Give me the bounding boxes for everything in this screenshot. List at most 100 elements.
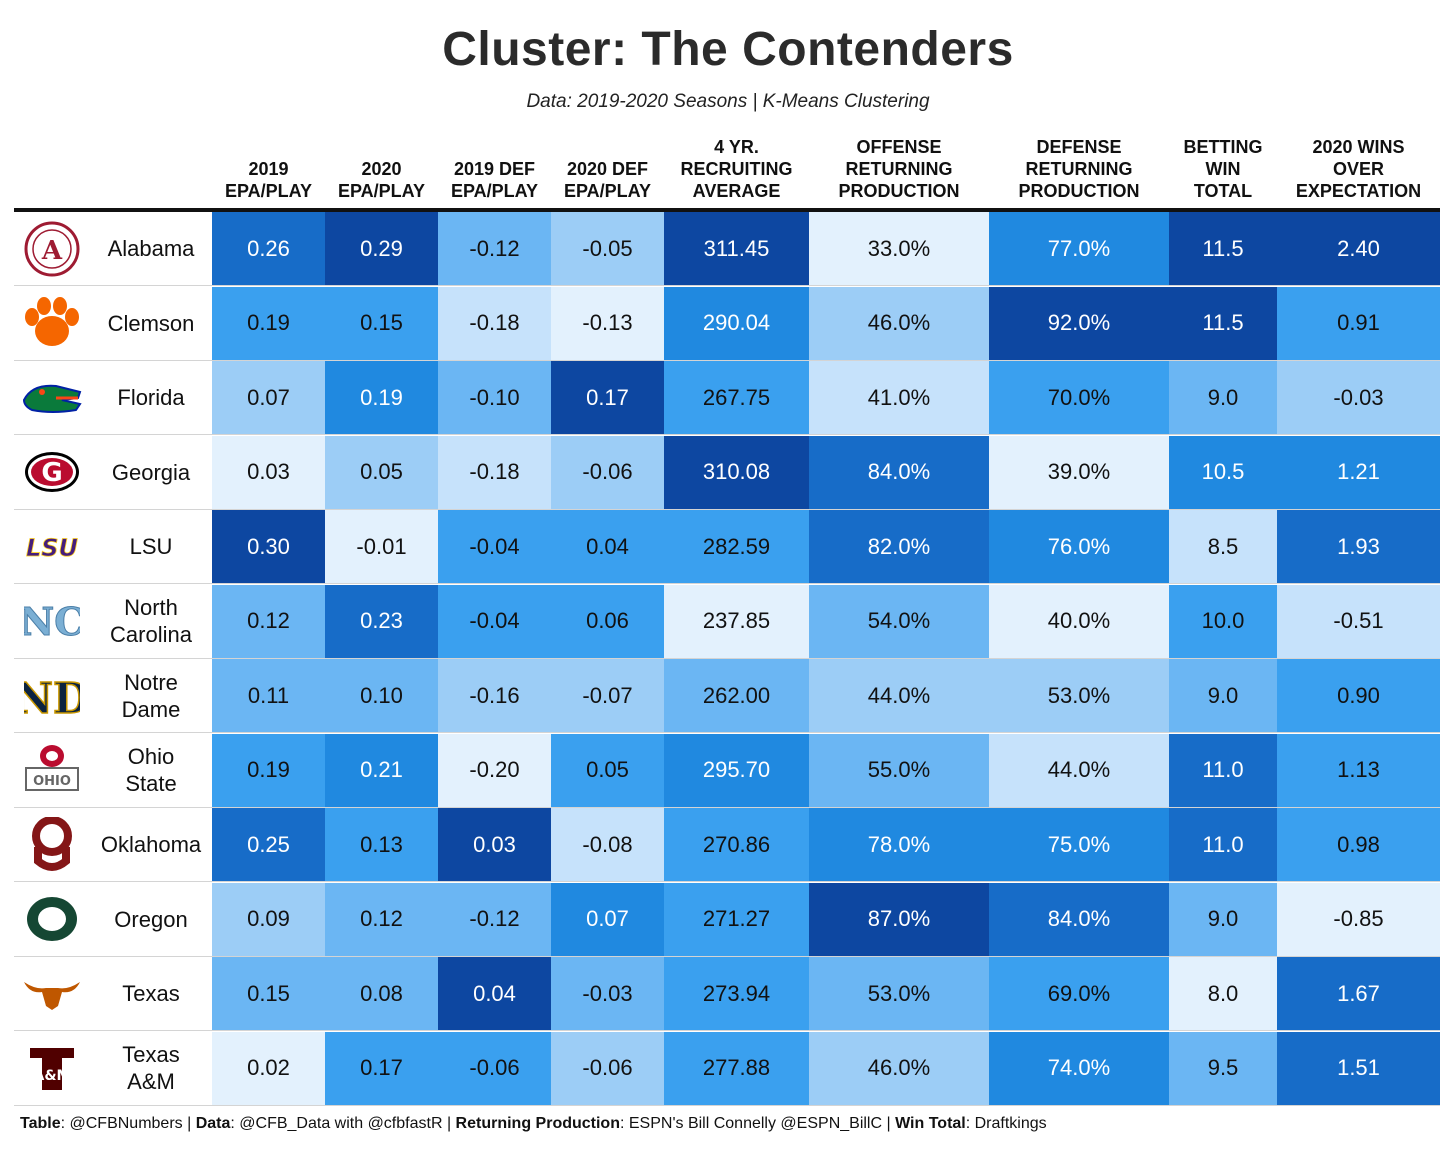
cell-def19: -0.12 xyxy=(438,882,551,956)
cell-def19: -0.06 xyxy=(438,1031,551,1105)
cell-recruit: 262.00 xyxy=(664,659,809,732)
cell-def_ret: 53.0% xyxy=(989,659,1169,732)
cell-recruit: 270.86 xyxy=(664,808,809,881)
team-name-line: Oklahoma xyxy=(100,832,202,857)
team-name-line: North xyxy=(124,595,178,620)
page-title: Cluster: The Contenders xyxy=(442,23,1014,76)
cell-def20: 0.07 xyxy=(551,882,664,956)
cell-def19: -0.12 xyxy=(438,212,551,285)
texas-am-logo: A&M xyxy=(14,1032,90,1105)
cell-off_ret: 78.0% xyxy=(809,808,989,881)
column-header-wins_over: 2020 WINS OVER EXPECTATION xyxy=(1277,130,1440,202)
cell-recruit: 290.04 xyxy=(664,286,809,360)
cell-off_ret: 53.0% xyxy=(809,957,989,1030)
cell-def20: -0.06 xyxy=(551,435,664,509)
cell-def19: -0.04 xyxy=(438,510,551,583)
column-header-line: EPA/PLAY xyxy=(337,181,426,201)
cell-def19: -0.04 xyxy=(438,584,551,658)
cell-def19: -0.18 xyxy=(438,435,551,509)
cell-epa19: 0.03 xyxy=(212,435,325,509)
cell-def20: -0.07 xyxy=(551,659,664,732)
cell-win_total: 9.0 xyxy=(1169,882,1277,956)
column-header-line: OVER xyxy=(1332,159,1384,179)
table-row: A&M Texas A&M 0.02 0.17 -0.06 -0.06 277.88 46.0%… xyxy=(14,1031,1440,1106)
table-row: OHIO Ohio State 0.19 0.21 -0.20 0.05 295.70 55.0… xyxy=(14,733,1440,808)
cell-epa19: 0.11 xyxy=(212,659,325,732)
column-header-line: PRODUCTION xyxy=(838,181,960,201)
column-header-line: WIN xyxy=(1205,159,1241,179)
table-row: Florida 0.07 0.19 -0.10 0.17 267.75 41.0% 70.0%… xyxy=(14,361,1440,435)
table-row: NC North Carolina 0.12 0.23 -0.04 0.06 237.85 54… xyxy=(14,584,1440,659)
cell-wins_over: 1.13 xyxy=(1277,733,1440,807)
footer-text: : Draftkings xyxy=(965,1115,1047,1132)
cell-epa19: 0.07 xyxy=(212,361,325,434)
team-name-line: Georgia xyxy=(111,459,191,485)
table-row: Oklahoma 0.25 0.13 0.03 -0.08 270.86 78.0% 75.0… xyxy=(14,808,1440,882)
column-header-def_ret: DEFENSE RETURNING PRODUCTION xyxy=(989,130,1169,202)
cell-recruit: 311.45 xyxy=(664,212,809,285)
column-header-line: TOTAL xyxy=(1193,181,1253,201)
table-row: A Alabama 0.26 0.29 -0.12 -0.05 311.45 33.0% 77.… xyxy=(14,212,1440,286)
team-name: Oklahoma xyxy=(90,808,212,881)
svg-text:NC: NC xyxy=(24,599,80,643)
cell-def19: -0.16 xyxy=(438,659,551,732)
svg-text:OHIO: OHIO xyxy=(33,774,71,789)
cell-epa20: 0.23 xyxy=(325,584,438,658)
cell-def20: 0.04 xyxy=(551,510,664,583)
team-name-line: LSU xyxy=(129,534,173,559)
cell-epa20: 0.12 xyxy=(325,882,438,956)
footer-label: Returning Production xyxy=(455,1115,620,1132)
team-name-line: State xyxy=(125,771,177,796)
cell-win_total: 11.5 xyxy=(1169,212,1277,285)
notre-dame-nd-logo: ND xyxy=(14,659,90,732)
cell-recruit: 282.59 xyxy=(664,510,809,583)
column-header-epa19: 2019 EPA/PLAY xyxy=(212,130,325,202)
svg-text:A&M: A&M xyxy=(34,1068,71,1084)
cell-off_ret: 33.0% xyxy=(809,212,989,285)
column-header-line: 2019 xyxy=(248,159,289,179)
column-header-def20: 2020 DEF EPA/PLAY xyxy=(551,130,664,202)
table-row: G Georgia 0.03 0.05 -0.18 -0.06 310.08 84.0% 39.… xyxy=(14,435,1440,510)
cell-def19: 0.03 xyxy=(438,808,551,881)
table-row: Oregon 0.09 0.12 -0.12 0.07 271.27 87.0% 84.0% 9… xyxy=(14,882,1440,957)
header-rule xyxy=(14,208,1440,212)
cell-recruit: 267.75 xyxy=(664,361,809,434)
cell-win_total: 8.0 xyxy=(1169,957,1277,1030)
column-header-line: DEFENSE xyxy=(1036,137,1122,157)
cell-wins_over: -0.85 xyxy=(1277,882,1440,956)
cell-epa19: 0.15 xyxy=(212,957,325,1030)
team-name-line: Ohio xyxy=(127,744,175,769)
team-name-line: Carolina xyxy=(110,622,192,647)
cell-off_ret: 46.0% xyxy=(809,286,989,360)
cell-win_total: 8.5 xyxy=(1169,510,1277,583)
cell-def_ret: 69.0% xyxy=(989,957,1169,1030)
cell-def19: 0.04 xyxy=(438,957,551,1030)
cell-off_ret: 41.0% xyxy=(809,361,989,434)
cell-off_ret: 44.0% xyxy=(809,659,989,732)
cell-def20: -0.08 xyxy=(551,808,664,881)
cell-win_total: 11.0 xyxy=(1169,733,1277,807)
team-name-line: Oregon xyxy=(114,906,188,932)
cell-def_ret: 77.0% xyxy=(989,212,1169,285)
cell-off_ret: 82.0% xyxy=(809,510,989,583)
footer-label: Win Total xyxy=(895,1115,966,1132)
cell-off_ret: 46.0% xyxy=(809,1031,989,1105)
cell-recruit: 271.27 xyxy=(664,882,809,956)
cell-def20: -0.06 xyxy=(551,1031,664,1105)
cell-wins_over: 1.51 xyxy=(1277,1031,1440,1105)
cell-def19: -0.18 xyxy=(438,286,551,360)
cell-win_total: 11.0 xyxy=(1169,808,1277,881)
cell-def_ret: 40.0% xyxy=(989,584,1169,658)
cell-wins_over: 2.40 xyxy=(1277,212,1440,285)
team-name: Oregon xyxy=(90,883,212,956)
ohio-state-logo: OHIO xyxy=(14,734,90,807)
column-header-line: AVERAGE xyxy=(692,181,781,201)
lsu-wordmark-logo: LSU xyxy=(14,510,90,583)
column-header-epa20: 2020 EPA/PLAY xyxy=(325,130,438,202)
cell-epa20: 0.29 xyxy=(325,212,438,285)
oregon-o-logo xyxy=(14,883,90,956)
cell-epa19: 0.02 xyxy=(212,1031,325,1105)
table-row: ND Notre Dame 0.11 0.10 -0.16 -0.07 262.00 44.0%… xyxy=(14,659,1440,733)
table-row: Clemson 0.19 0.15 -0.18 -0.13 290.04 46.0% 92.0… xyxy=(14,286,1440,361)
page-subtitle: Data: 2019-2020 Seasons | K-Means Cluste… xyxy=(526,91,930,112)
